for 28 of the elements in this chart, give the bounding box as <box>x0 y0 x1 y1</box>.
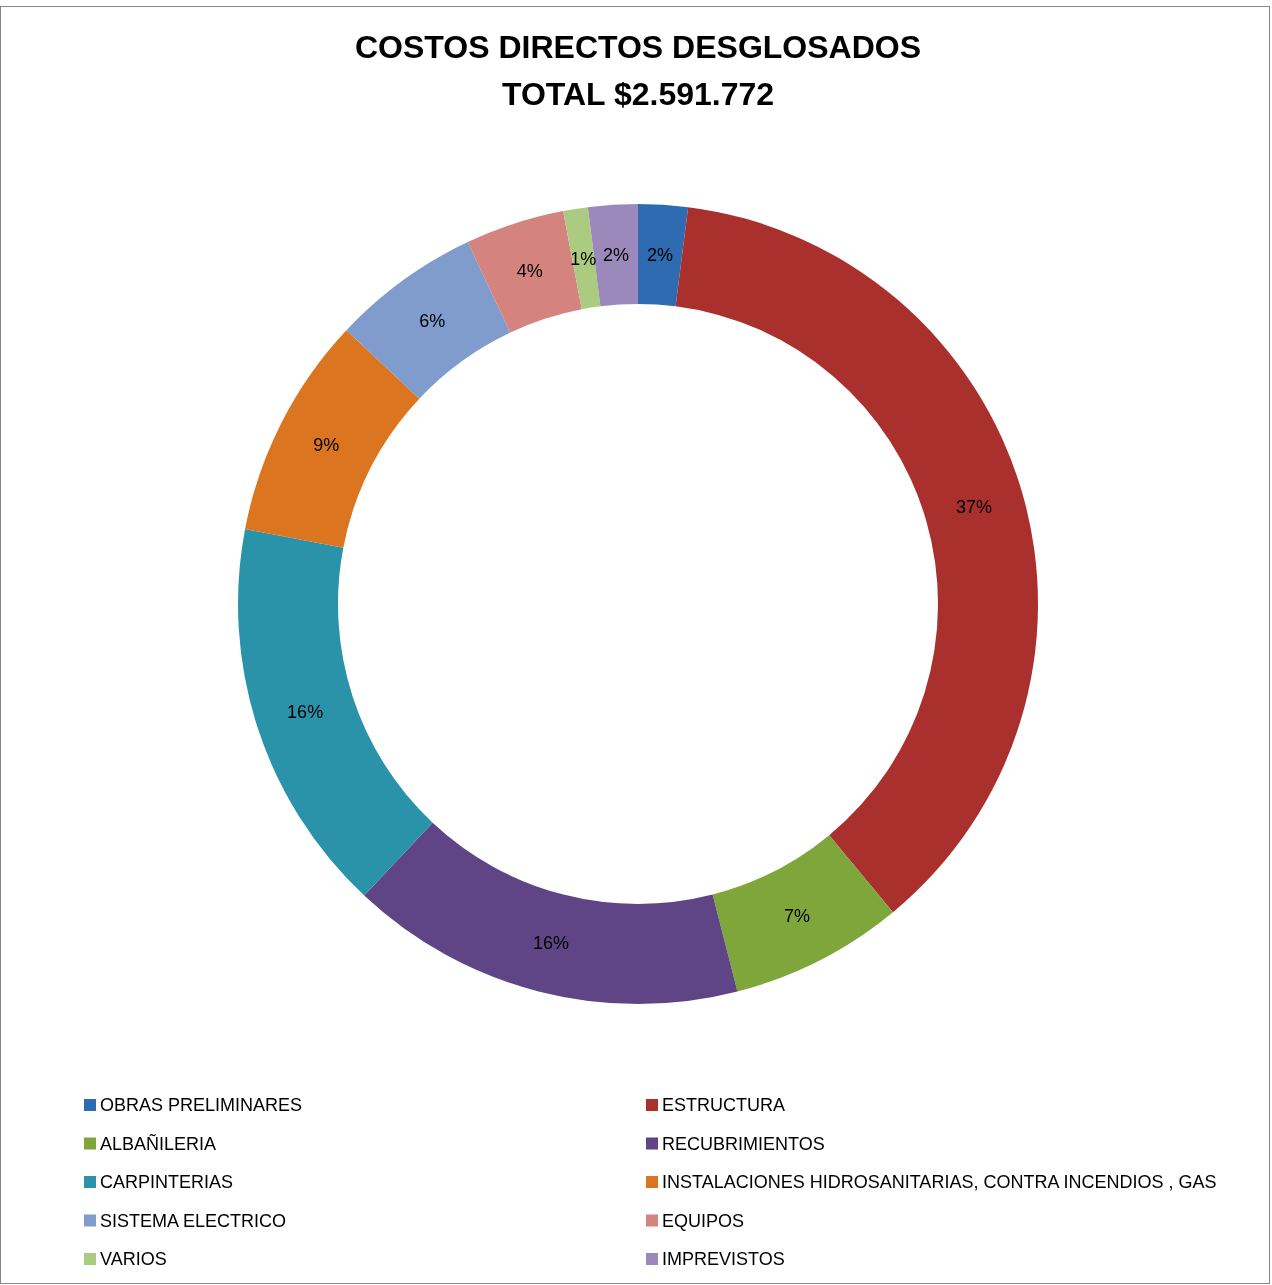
legend-label: CARPINTERIAS <box>100 1172 234 1193</box>
chart-title: COSTOS DIRECTOS DESGLOSADOS TOTAL $2.591.772 <box>354 29 922 112</box>
data-label: 9% <box>313 435 340 456</box>
legend-label: RECUBRIMIENTOS <box>662 1133 825 1154</box>
donut-slice <box>563 207 601 310</box>
legend-label: ESTRUCTURA <box>662 1095 786 1116</box>
donut-slice <box>364 822 738 1004</box>
donut-slice <box>712 835 893 992</box>
donut-slice <box>346 242 511 399</box>
data-label: 16% <box>287 702 324 723</box>
data-label: 2% <box>603 244 630 265</box>
legend-label: VARIOS <box>100 1249 167 1270</box>
donut-slice <box>245 330 420 548</box>
legend-label: INSTALACIONES HIDROSANITARIAS, CONTRA INCENDIOS , GAS <box>662 1172 1217 1193</box>
legend-label: OBRAS PRELIMINARES <box>100 1095 303 1116</box>
data-label: 16% <box>532 933 569 954</box>
data-label: 37% <box>956 496 993 517</box>
legend-label: EQUIPOS <box>662 1210 745 1231</box>
donut-slice <box>238 529 433 896</box>
data-label: 7% <box>783 906 810 927</box>
legend-label: ALBAÑILERIA <box>100 1132 217 1154</box>
data-label: 1% <box>570 248 597 269</box>
donut-slice <box>638 204 689 307</box>
legend-label: IMPREVISTOS <box>662 1249 785 1270</box>
data-label: 6% <box>419 311 446 332</box>
data-label: 2% <box>646 244 673 265</box>
data-label: 4% <box>516 261 543 282</box>
legend-label: SISTEMA ELECTRICO <box>100 1210 287 1231</box>
